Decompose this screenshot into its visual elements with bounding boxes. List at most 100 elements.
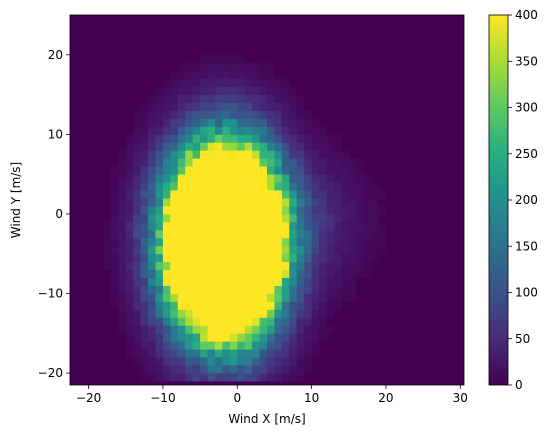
- heatmap-cell: [200, 261, 208, 271]
- heatmap-cell: [125, 333, 134, 342]
- heatmap-cell: [155, 142, 164, 151]
- heatmap-cell: [356, 253, 365, 263]
- heatmap-cell: [229, 269, 238, 278]
- heatmap-cell: [185, 198, 194, 207]
- heatmap-cell: [267, 182, 275, 191]
- heatmap-cell: [200, 134, 208, 143]
- heatmap-cell: [281, 118, 290, 127]
- heatmap-cell: [192, 150, 201, 159]
- heatmap-cell: [185, 221, 194, 231]
- heatmap-cell: [252, 357, 260, 366]
- heatmap-cell: [110, 293, 119, 302]
- heatmap-cell: [237, 269, 246, 278]
- heatmap-cell: [289, 317, 298, 326]
- y-tick-label: −10: [38, 286, 63, 300]
- heatmap-cell: [140, 365, 149, 374]
- heatmap-cell: [274, 110, 283, 119]
- heatmap-cell: [296, 190, 305, 199]
- heatmap-cell: [222, 301, 231, 310]
- heatmap-cell: [281, 301, 290, 310]
- heatmap-cell: [244, 285, 253, 294]
- heatmap-cell: [304, 357, 312, 366]
- heatmap-cell: [185, 205, 194, 215]
- x-tick-label: 0: [233, 391, 241, 405]
- heatmap-cell: [237, 102, 246, 111]
- heatmap-cell: [185, 150, 194, 159]
- heatmap-cell: [252, 245, 260, 255]
- heatmap-cell: [162, 174, 171, 183]
- heatmap-cell: [237, 245, 246, 255]
- heatmap-cell: [222, 349, 231, 358]
- heatmap-cell: [200, 166, 208, 175]
- heatmap-cell: [281, 190, 290, 199]
- heatmap-cell: [348, 293, 357, 302]
- heatmap-cell: [207, 205, 216, 215]
- heatmap-cell: [304, 333, 312, 342]
- heatmap-cell: [155, 118, 164, 127]
- heatmap-cell: [252, 325, 260, 334]
- heatmap-cell: [259, 182, 268, 191]
- heatmap-cell: [185, 102, 194, 111]
- heatmap-cell: [207, 86, 216, 95]
- heatmap-cell: [304, 349, 312, 358]
- heatmap-cell: [274, 86, 283, 95]
- heatmap-cell: [140, 134, 149, 143]
- heatmap-cell: [319, 166, 327, 175]
- heatmap-cell: [207, 166, 216, 175]
- heatmap-cell: [170, 357, 179, 366]
- heatmap-cell: [363, 245, 372, 255]
- heatmap-cell: [125, 213, 134, 223]
- heatmap-cell: [267, 158, 275, 167]
- heatmap-cell: [155, 277, 164, 286]
- heatmap-cell: [259, 166, 268, 175]
- heatmap-cell: [289, 198, 298, 207]
- heatmap-cell: [200, 253, 208, 263]
- heatmap-cell: [363, 269, 372, 278]
- heatmap-cell: [267, 325, 275, 334]
- heatmap-cell: [170, 166, 179, 175]
- heatmap-cell: [192, 269, 201, 278]
- heatmap-cell: [214, 182, 223, 191]
- heatmap-cell: [304, 142, 312, 151]
- heatmap-cell: [177, 158, 186, 167]
- heatmap-cell: [319, 317, 327, 326]
- heatmap-cell: [148, 277, 156, 286]
- heatmap-cell: [371, 245, 379, 255]
- heatmap-cell: [192, 341, 201, 350]
- x-axis-ticks: −20 −10 0 10 20 30: [76, 385, 468, 405]
- heatmap-cell: [326, 269, 335, 278]
- heatmap-cell: [274, 205, 283, 215]
- heatmap-cell: [348, 237, 357, 247]
- heatmap-cell: [140, 317, 149, 326]
- heatmap-cell: [185, 78, 194, 88]
- heatmap-cell: [244, 317, 253, 326]
- heatmap-cell: [125, 205, 134, 215]
- heatmap-cell: [177, 62, 186, 72]
- heatmap-cell: [259, 245, 268, 255]
- heatmap-cell: [319, 142, 327, 151]
- heatmap-cell: [244, 293, 253, 302]
- heatmap-cell: [214, 277, 223, 286]
- heatmap-cell: [333, 182, 342, 191]
- heatmap-cell: [214, 174, 223, 183]
- heatmap-cell: [244, 221, 253, 231]
- heatmap-cell: [252, 70, 260, 80]
- heatmap-cell: [259, 237, 268, 247]
- heatmap-cell: [229, 166, 238, 175]
- heatmap-cell: [378, 229, 387, 239]
- heatmap-cell: [319, 229, 327, 239]
- heatmap-cell: [244, 365, 253, 374]
- heatmap-cell: [177, 78, 186, 88]
- heatmap-cell: [244, 277, 253, 286]
- heatmap-cell: [192, 126, 201, 135]
- heatmap-cell: [200, 86, 208, 95]
- heatmap-cell: [267, 277, 275, 286]
- heatmap-cell: [229, 78, 238, 88]
- heatmap-cell: [304, 158, 312, 167]
- heatmap-cell: [319, 150, 327, 159]
- heatmap-cell: [378, 237, 387, 247]
- heatmap-cell: [125, 325, 134, 334]
- heatmap-cell: [125, 198, 134, 207]
- heatmap-cell: [229, 150, 238, 159]
- heatmap-cell: [274, 190, 283, 199]
